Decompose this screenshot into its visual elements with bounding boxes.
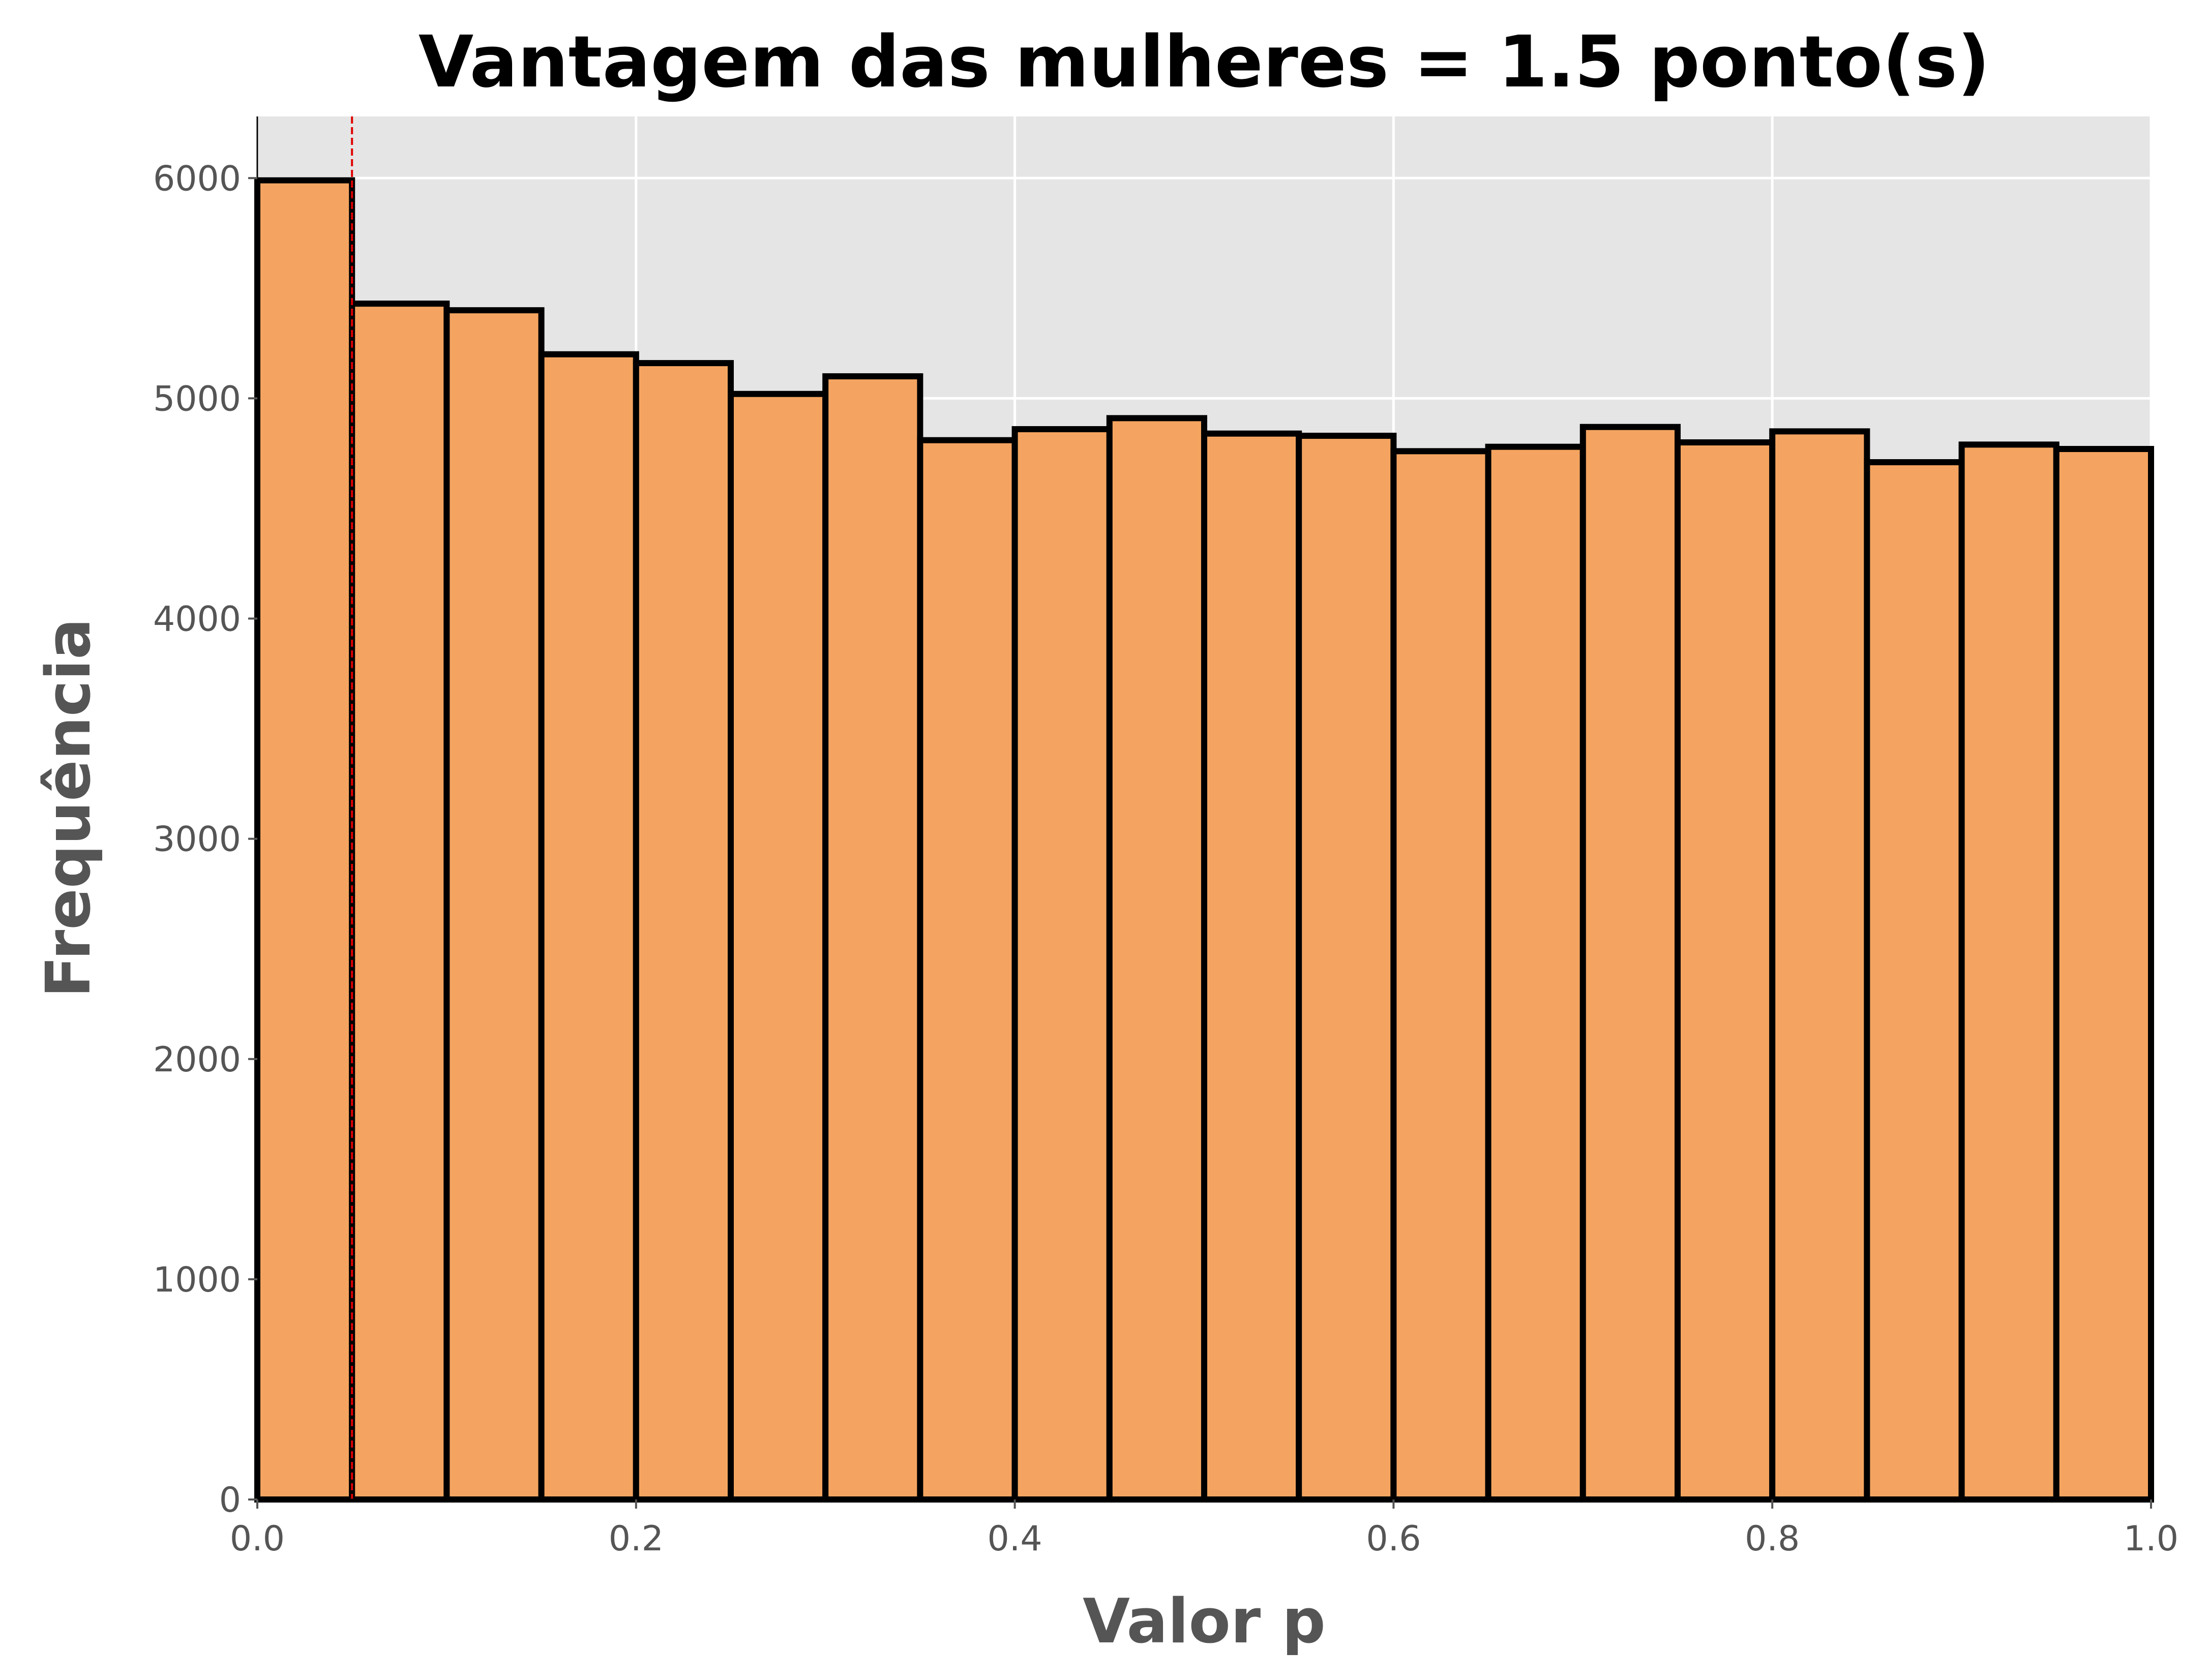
- x-tick-label-4: 0.8: [1745, 1519, 1800, 1559]
- histogram-bar-13: [1485, 443, 1586, 1503]
- histogram-bar-8: [1011, 426, 1113, 1503]
- histogram-bar-9: [1106, 415, 1208, 1503]
- histogram-bar-18: [1958, 441, 2059, 1503]
- histogram-bar-1: [349, 301, 450, 1503]
- histogram-bar-17: [1864, 459, 1965, 1503]
- histogram-bar-14: [1579, 424, 1681, 1503]
- y-tick-label-3: 3000: [153, 820, 241, 860]
- histogram-bar-19: [2053, 446, 2155, 1503]
- y-tick-label-2: 2000: [153, 1040, 241, 1080]
- histogram-bar-5: [728, 391, 829, 1503]
- histogram-bar-7: [917, 437, 1018, 1503]
- x-tick-label-1: 0.2: [609, 1519, 664, 1559]
- histogram-bar-12: [1390, 448, 1491, 1503]
- y-axis-label: Frequência: [34, 618, 104, 998]
- histogram-bar-6: [822, 373, 923, 1503]
- y-tick-label-0: 0: [219, 1480, 241, 1520]
- histogram-bar-0: [254, 177, 355, 1503]
- x-tick-labels: 0.0 0.2 0.4 0.6 0.8 1.0: [230, 1519, 2178, 1559]
- y-tick-label-6: 6000: [153, 159, 241, 199]
- histogram-bar-15: [1675, 439, 1776, 1503]
- histogram-bar-3: [538, 351, 639, 1503]
- histogram-bar-10: [1201, 430, 1302, 1503]
- y-tick-label-1: 1000: [153, 1260, 241, 1300]
- y-tick-labels: 0 1000 2000 3000 4000 5000 6000: [153, 159, 241, 1520]
- x-tick-label-2: 0.4: [988, 1519, 1042, 1559]
- x-tick-label-0: 0.0: [230, 1519, 285, 1559]
- x-tick-label-3: 0.6: [1366, 1519, 1421, 1559]
- histogram-bar-11: [1296, 433, 1397, 1503]
- y-tick-label-5: 5000: [153, 379, 241, 419]
- histogram-bar-16: [1769, 428, 1870, 1503]
- histogram-bar-4: [633, 360, 734, 1503]
- x-axis-label: Valor p: [1083, 1586, 1326, 1657]
- chart-title: Vantagem das mulheres = 1.5 ponto(s): [419, 21, 1990, 104]
- histogram-bar-2: [443, 307, 545, 1503]
- y-tick-label-4: 4000: [153, 599, 241, 640]
- histogram-bars: [254, 177, 2155, 1503]
- axes: [248, 116, 2152, 1509]
- x-tick-label-5: 1.0: [2124, 1519, 2178, 1559]
